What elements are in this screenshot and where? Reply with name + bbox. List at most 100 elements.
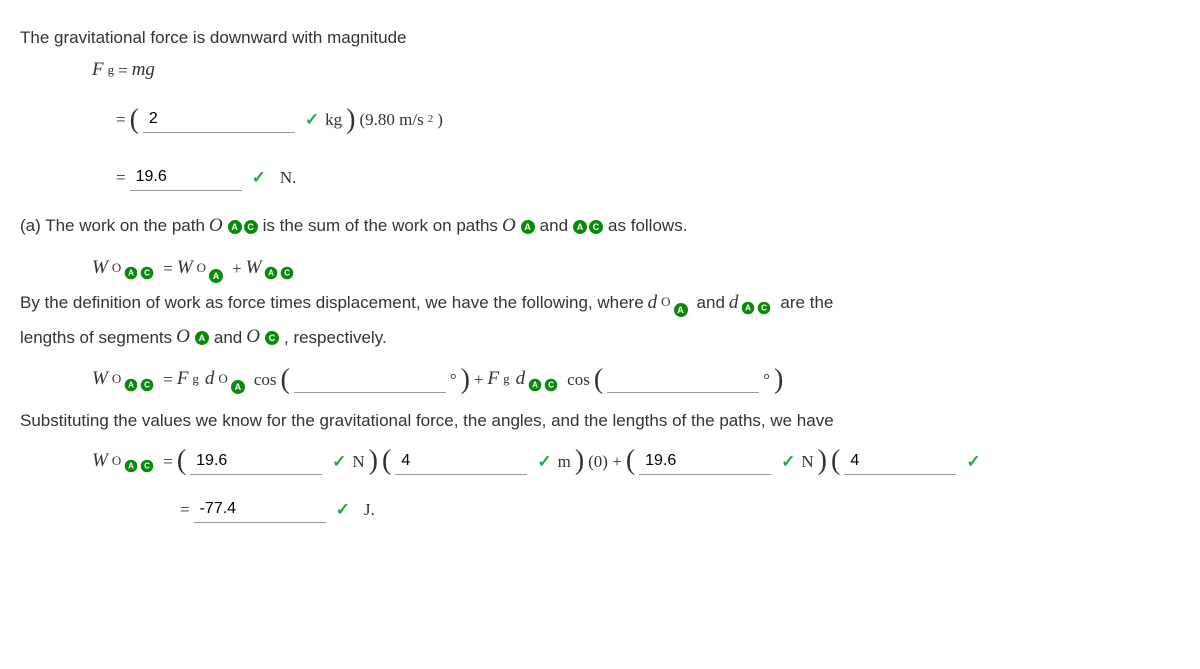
cos-F2: F [488,364,500,394]
cos-d1-subO: O [218,369,227,390]
open-paren-2: ( [280,366,289,394]
circle-a-icon: A [125,267,138,280]
angle1-input[interactable] [294,366,446,393]
check-icon: ✓ [252,164,266,191]
W1: W [92,253,108,283]
circle-a-icon: A [742,301,755,314]
circle-a-icon: A [265,267,278,280]
close-paren-6: ) [818,447,827,475]
a-post: as follows. [608,212,687,239]
eq-sign-3: = [116,164,126,191]
circle-c-icon: C [244,220,258,234]
sub-AC-3: A C [740,302,772,316]
cos-label-1: cos [254,366,277,393]
circle-c-icon: C [589,220,603,234]
dist2-input[interactable] [844,448,956,475]
open-paren-5: ( [382,447,391,475]
circle-c-icon: C [141,378,154,391]
unit-kg: kg [325,106,342,133]
W2-subO: O [197,258,206,279]
cos-d1: d [205,364,215,394]
circle-a-icon: A [674,303,688,317]
circle-c-icon: C [141,460,154,473]
path-OAC-icons: A C [227,221,259,235]
def-tail: , respectively. [284,324,387,351]
force-input[interactable] [130,164,242,191]
sub-AC-6: A C [123,460,155,474]
cos-label-2: cos [567,366,590,393]
cos-F2-sub: g [503,369,510,390]
def-t2: are the [780,289,833,316]
force1-input[interactable] [190,448,322,475]
W1-subO: O [112,258,121,279]
deg1: ° [450,366,457,393]
a-pre: (a) The work on the path [20,212,205,239]
def-d2: d [729,288,739,318]
g-value: (9.80 m/s [360,106,424,133]
circle-c-icon: C [265,331,279,345]
sub-g: g [108,60,115,81]
final-eq: = [180,496,190,523]
sub-AC-5: A C [527,379,559,393]
circle-a-icon: A [209,269,223,283]
eq-num-row: WO A C = ( ✓ N )( ✓ m )(0) + ( ✓ N ) ( ✓ [20,446,1180,476]
mid-0: (0) + [588,448,622,475]
def-O2: O [246,322,260,352]
circle-a-icon: A [125,378,138,391]
W2: W [177,253,193,283]
unit-m-1: m [558,448,571,475]
check-icon: ✓ [537,448,551,475]
unit-N-2: N [801,448,813,475]
num-W: W [92,446,108,476]
circle-a-icon: A [195,331,209,345]
circle-c-icon: C [281,267,294,280]
g-sup: 2 [428,111,434,129]
eq-cos-row: WO A C = Fg dO A cos ( ° ) + Fg d A C co… [20,364,1180,394]
sub-AC-4: A C [123,379,155,393]
subst-text: Substituting the values we know for the … [20,407,834,434]
open-paren-3: ( [594,366,603,394]
eq-sign: = [118,57,128,84]
seg-OC-icons: C [264,332,280,346]
close-paren-5: ) [575,447,584,475]
cos-plus: + [474,366,484,393]
check-icon: ✓ [336,496,350,523]
part-a-sentence: (a) The work on the path O A C is the su… [20,211,1180,241]
angle2-input[interactable] [607,366,759,393]
sub-AC-2: A C [263,267,295,281]
unit-N-1: N [352,448,364,475]
circle-a-icon: A [573,220,587,234]
circle-c-icon: C [758,301,771,314]
cos-W-subO: O [112,369,121,390]
close-paren-4: ) [369,447,378,475]
check-icon: ✓ [332,448,346,475]
path-AC-icons: A C [572,221,604,235]
mass-input[interactable] [143,106,295,133]
open-paren-1: ( [130,106,139,134]
def-and2: and [214,324,242,351]
a-mid1: is the sum of the work on paths [263,212,498,239]
a-O2: O [502,211,516,241]
eq-W-row: WO A C = WO A + W A C [20,253,1180,283]
def-and: and [697,289,725,316]
cos-d2: d [516,364,526,394]
defwork-line2: lengths of segments O A and O C , respec… [20,322,1180,352]
W3: W [246,253,262,283]
def-O1: O [176,322,190,352]
g-close: ) [437,106,443,133]
def-d1: d [648,288,658,318]
sub-AC-1: A C [123,267,155,281]
cos-eq: = [163,366,173,393]
rhs-mg: mg [132,55,155,85]
defwork-line1: By the definition of work as force times… [20,288,1180,318]
seg-OA-icons: A [194,332,210,346]
a-O1: O [209,211,223,241]
force2-input[interactable] [639,448,771,475]
cos-F1: F [177,364,189,394]
circle-a-icon: A [521,220,535,234]
final-input[interactable] [194,496,326,523]
W-eq: = [163,255,173,282]
dist1-input[interactable] [395,448,527,475]
open-paren-6: ( [626,447,635,475]
open-paren-4: ( [177,447,186,475]
